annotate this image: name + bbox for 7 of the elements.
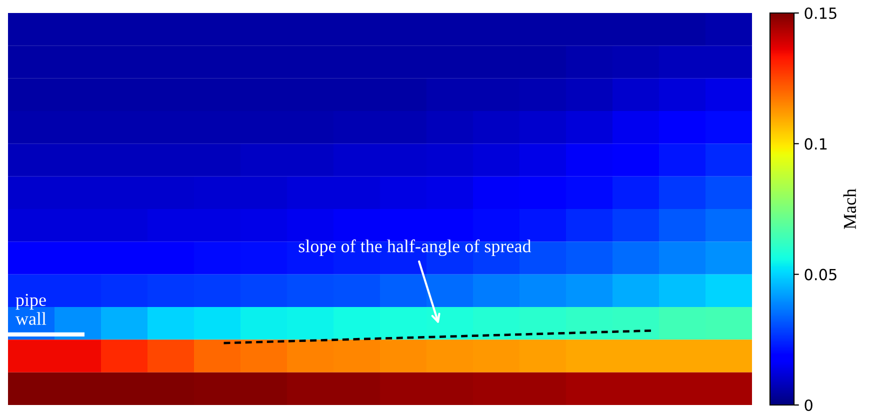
annotation: slope of the half-angle of spread [298,239,532,256]
color-bar-label: 0.1 [804,138,827,150]
color-bar-title: Mach [843,188,856,230]
color-bar-label: 0 [804,399,812,412]
color-bar-label: 0.05 [804,268,836,280]
annotation: pipe wall [15,294,46,325]
color-bar-label: 0.15 [804,7,836,20]
